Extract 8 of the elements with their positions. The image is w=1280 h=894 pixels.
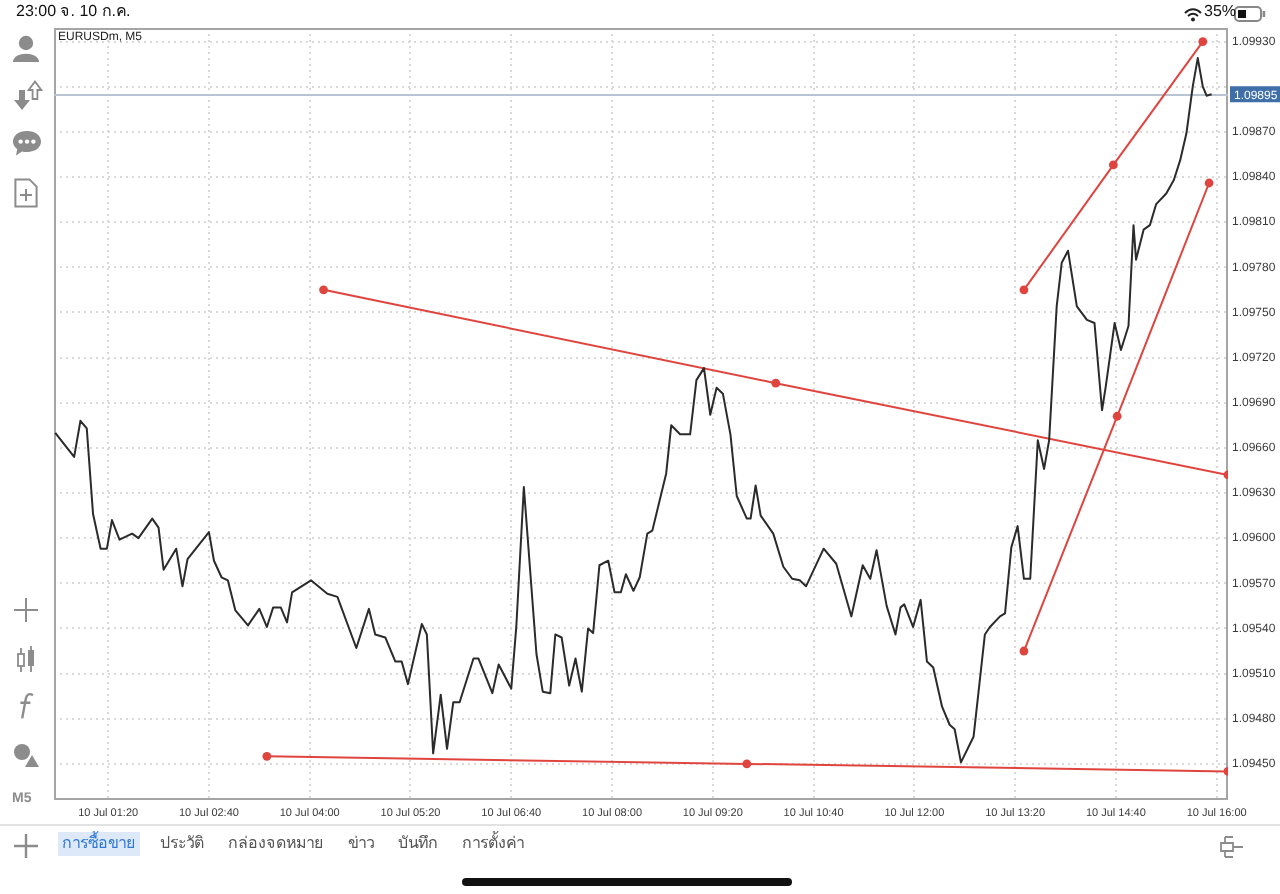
text: การตั้งค่า	[460, 832, 526, 856]
text: การซื้อขาย	[58, 832, 140, 856]
text: 35%	[1204, 2, 1237, 22]
text: 23:00 จ. 10 ก.ค.	[16, 2, 131, 22]
text: บันทึก	[396, 832, 440, 856]
text: ประวัติ	[158, 832, 206, 856]
text: ข่าว	[346, 832, 376, 856]
text: กล่องจดหมาย	[226, 832, 326, 856]
